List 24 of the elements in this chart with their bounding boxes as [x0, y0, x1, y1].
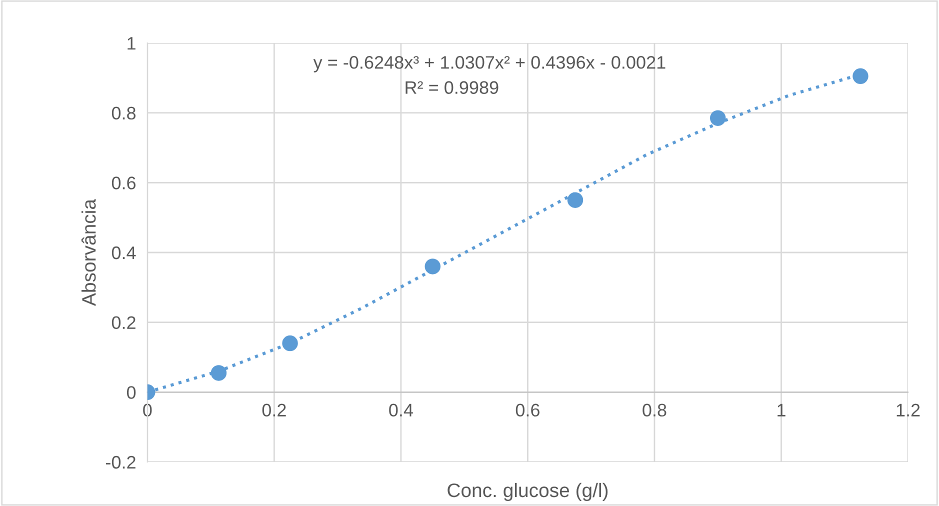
- y-tick-label: 0.2: [112, 316, 136, 330]
- x-tick-label: 1: [778, 404, 786, 416]
- annotation: R² = 0.9989: [406, 81, 498, 94]
- y-tick-label: 0.6: [112, 176, 136, 190]
- y-axis-title: Absorvância: [81, 198, 96, 306]
- point: [282, 335, 298, 352]
- point: [424, 258, 441, 274]
- x-tick-label: 1.2: [896, 404, 920, 416]
- x-axis-title: Conc. glucose (g/l): [448, 482, 608, 502]
- y-tick-label: 0.8: [112, 106, 136, 120]
- y-tick-label: 1: [128, 37, 136, 50]
- x-tick-label: 0.4: [389, 404, 413, 417]
- y-tick-label: -0.2: [106, 456, 136, 469]
- point: [852, 68, 868, 84]
- point: [710, 110, 726, 126]
- point: [567, 192, 584, 208]
- y-tick-label: 0.4: [112, 246, 136, 260]
- x-tick-label: 0.8: [642, 404, 666, 417]
- x-tick-label: 0.2: [262, 404, 286, 417]
- y-tick-label: 0: [126, 386, 136, 399]
- x-tick-label: 0.6: [516, 404, 540, 417]
- point: [210, 365, 227, 381]
- annotation: y = -0.6248x³ + 1.0307x² + 0.4396x - 0.0021: [313, 56, 666, 72]
- x-tick-label: 0: [143, 404, 152, 417]
